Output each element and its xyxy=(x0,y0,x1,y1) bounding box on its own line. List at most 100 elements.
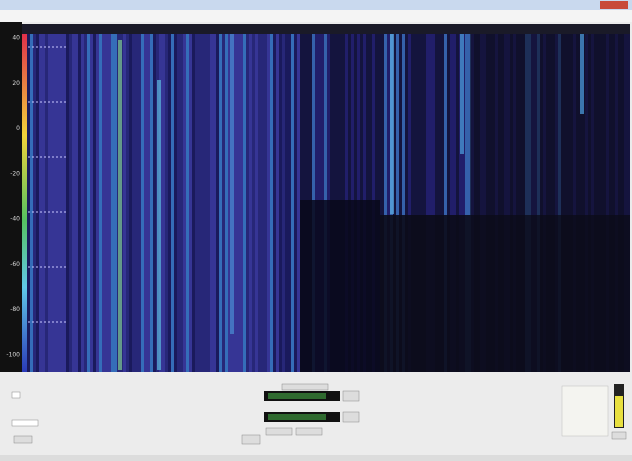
stripe xyxy=(258,34,261,372)
stripe xyxy=(180,34,183,372)
stripe xyxy=(54,34,57,372)
input[interactable] xyxy=(12,420,38,426)
stripe xyxy=(42,34,45,372)
stripe xyxy=(270,34,273,372)
stripe xyxy=(162,34,165,372)
stripe xyxy=(186,34,189,372)
color-bar xyxy=(22,34,27,372)
stripe xyxy=(57,34,60,372)
stripe xyxy=(237,34,240,372)
stripe xyxy=(93,34,96,372)
stripe xyxy=(153,34,156,372)
streak xyxy=(460,34,464,154)
button[interactable] xyxy=(296,428,322,435)
stripe xyxy=(243,34,246,372)
stripe xyxy=(114,34,117,372)
stripe xyxy=(216,34,219,372)
stripe xyxy=(81,34,84,372)
stripe xyxy=(144,34,147,372)
stripe xyxy=(222,34,225,372)
level-meter-fill xyxy=(615,396,623,427)
stripe xyxy=(132,34,135,372)
stripe xyxy=(198,34,201,372)
stripe xyxy=(204,34,207,372)
stripe xyxy=(201,34,204,372)
stripe xyxy=(66,34,69,372)
stripe xyxy=(192,34,195,372)
stripe xyxy=(39,34,42,372)
stripe xyxy=(255,34,258,372)
stripe xyxy=(33,34,36,372)
stripe xyxy=(189,34,192,372)
scale-label: -20 xyxy=(10,170,20,177)
status-bar xyxy=(0,455,632,461)
button[interactable] xyxy=(282,384,328,390)
button[interactable] xyxy=(266,428,292,435)
stripe xyxy=(96,34,99,372)
stripe xyxy=(297,34,300,372)
scale-label: 0 xyxy=(16,125,20,132)
streak xyxy=(157,80,161,370)
stripe xyxy=(63,34,66,372)
stripe xyxy=(108,34,111,372)
stripe xyxy=(75,34,78,372)
frequency-ruler xyxy=(22,24,630,34)
stripe xyxy=(168,34,171,372)
dark-region xyxy=(470,34,630,215)
streak xyxy=(390,34,394,214)
stripe xyxy=(276,34,279,372)
stripe xyxy=(27,34,30,372)
stripe xyxy=(273,34,276,372)
scale-label: -40 xyxy=(10,216,20,223)
stripe xyxy=(195,34,198,372)
stripe xyxy=(219,34,222,372)
streak xyxy=(580,34,584,114)
button[interactable] xyxy=(14,436,32,443)
stripe xyxy=(141,34,144,372)
dark-region xyxy=(300,200,380,372)
stripe xyxy=(60,34,63,372)
stripe xyxy=(291,34,294,372)
input[interactable] xyxy=(12,392,20,398)
button[interactable] xyxy=(343,391,359,401)
stripe xyxy=(225,34,228,372)
stripe xyxy=(285,34,288,372)
waterfall-stripes xyxy=(27,34,630,372)
display-digits xyxy=(268,393,326,399)
button[interactable] xyxy=(343,412,359,422)
stripe xyxy=(147,34,150,372)
stripe xyxy=(267,34,270,372)
stripe xyxy=(36,34,39,372)
stripe xyxy=(48,34,51,372)
stripe xyxy=(51,34,54,372)
stripe xyxy=(177,34,180,372)
stripe xyxy=(210,34,213,372)
stripe xyxy=(150,34,153,372)
button[interactable] xyxy=(242,435,260,444)
display-digits-2 xyxy=(268,414,326,420)
stripe xyxy=(138,34,141,372)
stripe xyxy=(165,34,168,372)
stripe xyxy=(105,34,108,372)
stripe xyxy=(78,34,81,372)
button[interactable] xyxy=(612,432,626,439)
stripe xyxy=(72,34,75,372)
stripe xyxy=(135,34,138,372)
streak xyxy=(118,40,122,370)
stripe xyxy=(294,34,297,372)
stripe xyxy=(261,34,264,372)
stripe xyxy=(288,34,291,372)
stripe xyxy=(126,34,129,372)
stripe xyxy=(207,34,210,372)
stripe xyxy=(123,34,126,372)
stripe xyxy=(171,34,174,372)
menu-bar xyxy=(0,10,632,22)
stripe xyxy=(45,34,48,372)
sdr-window: 40200-20-40-60-80-100 xyxy=(0,0,632,461)
scale-label: -100 xyxy=(6,352,20,359)
stripe xyxy=(213,34,216,372)
stripe xyxy=(252,34,255,372)
stripe xyxy=(111,34,114,372)
close-button[interactable] xyxy=(600,1,628,9)
stripe xyxy=(90,34,93,372)
